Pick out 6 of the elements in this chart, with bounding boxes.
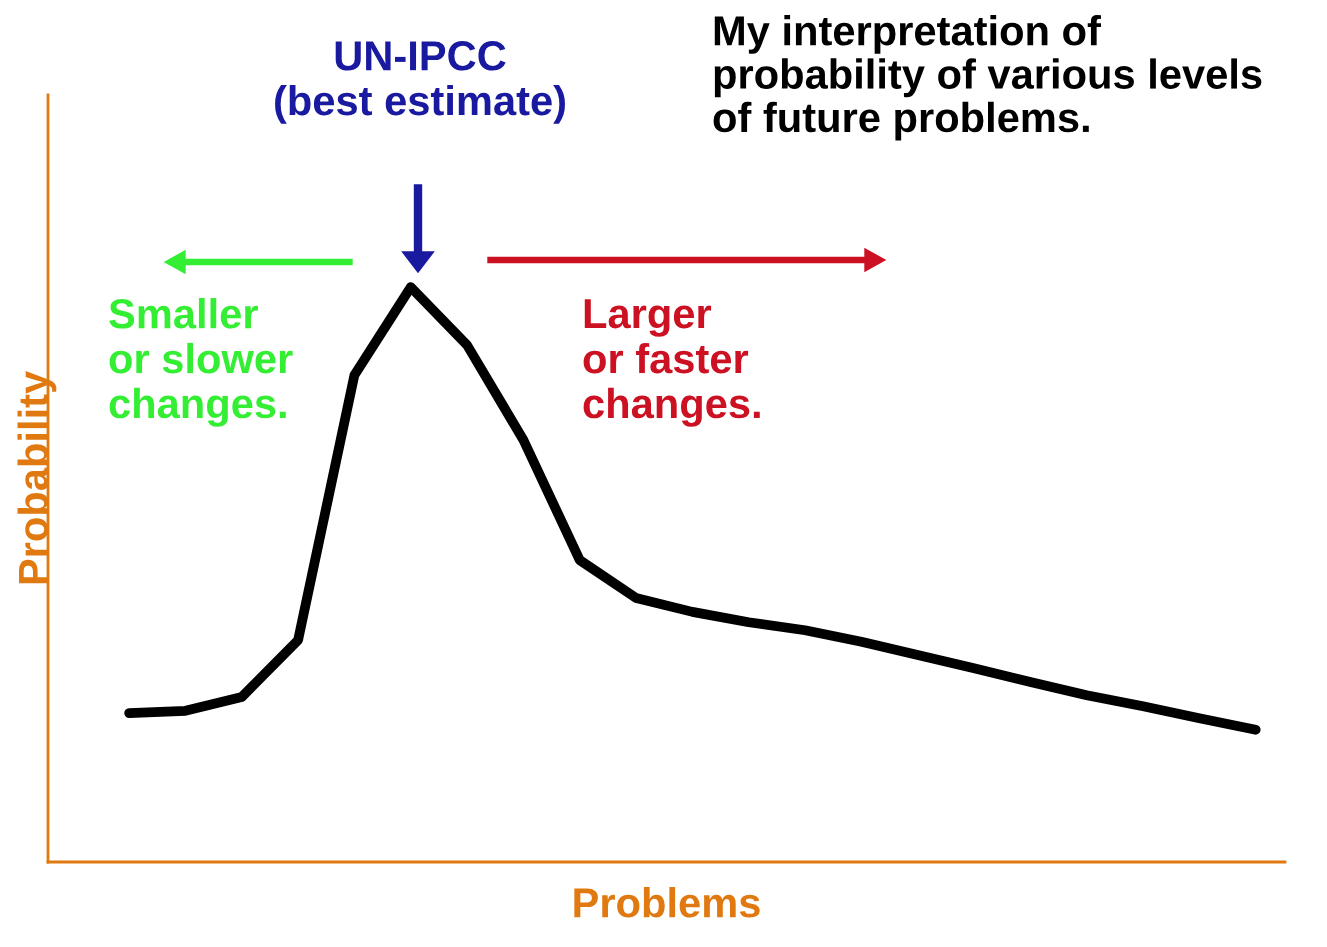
y-axis-title: Probability [17, 371, 57, 584]
text: UN-IPCC (best estimate) [275, 41, 565, 124]
chart-title: My interpretation of probability of various levels of future problems. [713, 15, 1262, 141]
x-axis-title: Problems [574, 887, 760, 918]
annotation: Smaller or slower changes. [109, 298, 293, 427]
annotation: Larger or faster changes. [583, 299, 760, 427]
